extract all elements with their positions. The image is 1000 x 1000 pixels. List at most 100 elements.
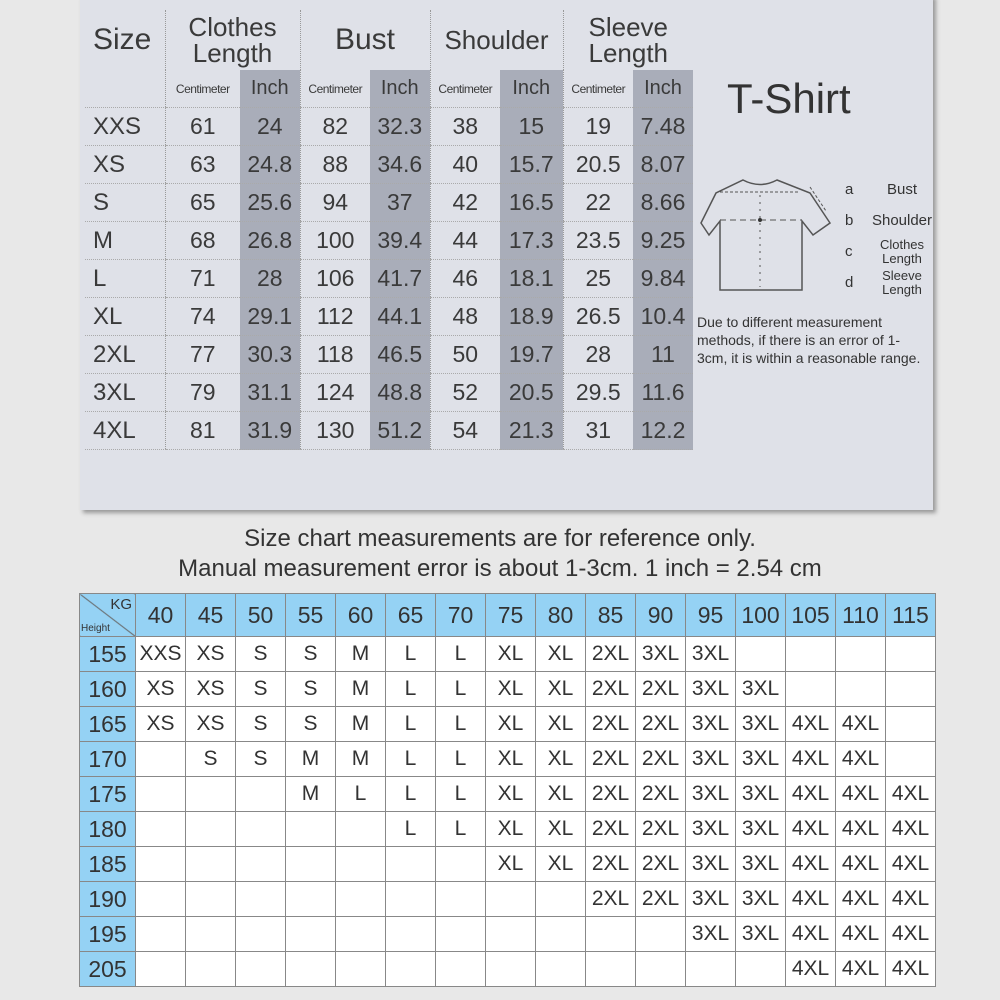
- measurement-cell: 20.5: [500, 373, 563, 412]
- size-cell: XS: [185, 671, 236, 707]
- measurement-cell: 71: [164, 259, 240, 298]
- size-cell: XS: [185, 706, 236, 742]
- size-cell: 2XL: [585, 776, 636, 812]
- size-row: L 71 28 106 41.7 46 18.1 25 9.84: [85, 259, 693, 298]
- measurement-cell: 19: [562, 107, 633, 146]
- size-cell: [885, 741, 936, 777]
- header-sleeve-length: Sleeve Length: [562, 10, 693, 70]
- measurement-cell: 74: [164, 297, 240, 336]
- size-cell: 3XL: [685, 916, 736, 952]
- size-label: L: [85, 259, 165, 298]
- legend-label: Clothes Length: [879, 237, 925, 266]
- measurement-cell: 11.6: [633, 373, 693, 412]
- size-cell: [185, 811, 236, 847]
- weight-header-row: KG Height 40 45 50 55 60 65 70 75 80 85 90 95 100 105 1…: [79, 593, 936, 637]
- measurement-cell: 94: [299, 183, 370, 222]
- size-cell: 3XL: [735, 776, 786, 812]
- height-label-cell: 155: [79, 636, 136, 672]
- height-label-cell: 165: [79, 706, 136, 742]
- weight-header: 90: [635, 593, 686, 637]
- size-cell: XL: [535, 811, 586, 847]
- size-cell: S: [235, 741, 286, 777]
- size-label: XL: [85, 297, 165, 336]
- size-cell: [135, 881, 186, 917]
- size-cell: 3XL: [735, 881, 786, 917]
- size-cell: [885, 636, 936, 672]
- unit-inch: Inch: [500, 70, 563, 108]
- size-cell: [235, 776, 286, 812]
- size-cell: 4XL: [885, 951, 936, 987]
- size-row: S 65 25.6 94 37 42 16.5 22 8.66: [85, 183, 693, 222]
- measurement-cell: 19.7: [500, 335, 563, 374]
- legend-label: Shoulder: [871, 212, 933, 229]
- measurement-cell: 37: [370, 183, 430, 222]
- measurement-cell: 52: [429, 373, 500, 412]
- size-cell: 3XL: [635, 636, 686, 672]
- size-cell: 2XL: [585, 811, 636, 847]
- measurement-cell: 61: [164, 107, 240, 146]
- measurement-cell: 18.1: [500, 259, 563, 298]
- size-cell: [135, 916, 186, 952]
- size-cell: [385, 951, 436, 987]
- size-cell: 2XL: [635, 881, 686, 917]
- size-cell: 4XL: [785, 811, 836, 847]
- legend-key: d: [845, 274, 854, 291]
- legend-item: c Clothes Length: [845, 237, 937, 267]
- height-row: 205 4XL 4XL 4XL: [79, 951, 936, 987]
- measurement-cell: 11: [633, 335, 693, 374]
- legend-key: a: [845, 181, 854, 198]
- size-cell: [135, 846, 186, 882]
- size-cell: S: [285, 706, 336, 742]
- caption-line-1: Size chart measurements are for referenc…: [244, 525, 756, 552]
- measurement-cell: 29.1: [240, 297, 300, 336]
- measurement-cell: 124: [299, 373, 370, 412]
- weight-header: 45: [185, 593, 236, 637]
- size-cell: M: [335, 741, 386, 777]
- size-cell: [835, 671, 886, 707]
- height-label-cell: 185: [79, 846, 136, 882]
- header-clothes-length: Clothes Length: [164, 10, 300, 70]
- measurement-cell: 31.1: [240, 373, 300, 412]
- measurement-cell: 48: [429, 297, 500, 336]
- size-cell: XS: [185, 636, 236, 672]
- height-row: 155 XXS XS S S M L L XL XL 2XL 3XL 3XL: [79, 636, 936, 672]
- measurement-cell: 32.3: [370, 107, 430, 146]
- weight-header: 50: [235, 593, 286, 637]
- size-cell: 4XL: [835, 811, 886, 847]
- size-cell: XL: [485, 846, 536, 882]
- size-cell: [185, 846, 236, 882]
- size-cell: [535, 951, 586, 987]
- size-cell: [535, 881, 586, 917]
- measurement-cell: 30.3: [240, 335, 300, 374]
- size-cell: [235, 951, 286, 987]
- size-cell: 4XL: [785, 916, 836, 952]
- height-label-cell: 180: [79, 811, 136, 847]
- size-cell: 4XL: [885, 776, 936, 812]
- size-cell: L: [385, 671, 436, 707]
- size-cell: [635, 916, 686, 952]
- measurement-cell: 9.25: [633, 221, 693, 260]
- weight-header: 65: [385, 593, 436, 637]
- measurement-cell: 8.66: [633, 183, 693, 222]
- measurement-cell: 26.5: [562, 297, 633, 336]
- height-row: 190 2XL 2XL 3XL 3XL 4XL 4XL 4XL: [79, 881, 936, 917]
- weight-header: 100: [735, 593, 786, 637]
- measurement-cell: 54: [429, 411, 500, 450]
- legend-key: c: [845, 243, 853, 260]
- weight-header: 105: [785, 593, 836, 637]
- measurement-cell: 18.9: [500, 297, 563, 336]
- measurement-note: Due to different measurement methods, if…: [697, 314, 921, 366]
- size-cell: M: [335, 671, 386, 707]
- size-cell: M: [335, 706, 386, 742]
- size-cell: XL: [535, 741, 586, 777]
- size-cell: [235, 916, 286, 952]
- size-cell: [585, 951, 636, 987]
- size-row: 2XL 77 30.3 118 46.5 50 19.7 28 11: [85, 335, 693, 374]
- measurement-cell: 20.5: [562, 145, 633, 184]
- measurement-cell: 29.5: [562, 373, 633, 412]
- size-cell: XL: [485, 636, 536, 672]
- size-cell: [635, 951, 686, 987]
- size-cell: 4XL: [785, 881, 836, 917]
- measurement-cell: 130: [299, 411, 370, 450]
- unit-blank: [85, 70, 165, 108]
